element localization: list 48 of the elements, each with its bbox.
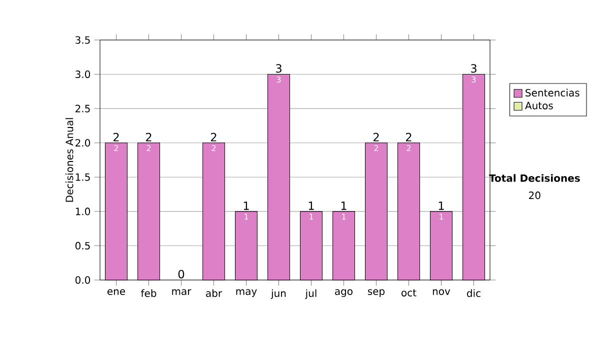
x-tick-label: mar [172, 289, 192, 296]
x-tick-label: jul [305, 289, 316, 299]
x-tick-label: feb [140, 289, 156, 298]
y-tick-label: 0.0 [75, 276, 90, 284]
total-label: 0 [178, 270, 184, 278]
data-label: 2 [212, 145, 216, 152]
y-axis-title: Decisiones Anual [65, 118, 74, 202]
total-label: 2 [406, 132, 412, 142]
x-tick-label: nov [432, 289, 450, 296]
y-tick-label: 0.5 [75, 242, 90, 250]
legend-label: Sentencias [526, 88, 580, 97]
y-tick-label: 3.0 [76, 70, 90, 78]
data-label: 2 [406, 145, 410, 152]
x-tick-label: ago [335, 289, 352, 297]
data-label: 1 [310, 214, 314, 220]
total-label: 3 [276, 64, 282, 73]
data-label: 2 [114, 145, 118, 152]
x-tick-label: may [236, 289, 257, 297]
legend-label: Autos [525, 102, 553, 110]
total-label: 2 [373, 132, 379, 142]
total-label: 2 [210, 132, 216, 142]
x-tick-label: sep [368, 289, 385, 297]
y-tick-label: 2.0 [76, 139, 90, 147]
text: 20 [529, 192, 540, 200]
y-tick-label: 1.0 [76, 208, 90, 216]
total-label: 1 [308, 202, 314, 210]
total-label: 1 [341, 202, 346, 210]
annotation: Total Decisiones [489, 174, 580, 182]
total-label: 2 [146, 132, 152, 142]
data-label: 2 [374, 145, 378, 152]
total-label: 3 [471, 64, 476, 73]
data-label: 3 [472, 76, 476, 83]
data-label: 1 [440, 214, 444, 220]
x-tick-label: ene [107, 289, 126, 296]
x-tick-label: oct [402, 289, 416, 296]
y-tick-label: 3.5 [76, 36, 90, 44]
data-label: 1 [244, 214, 248, 220]
total-label: 1 [438, 202, 444, 210]
data-label: 3 [276, 76, 281, 83]
x-tick-label: dic [466, 289, 480, 298]
total-label: 1 [244, 202, 249, 210]
x-tick-label: abr [206, 289, 222, 298]
total-label: 2 [113, 132, 119, 142]
data-label: 2 [146, 145, 150, 152]
x-tick-label: jun [270, 289, 286, 299]
data-label: 1 [342, 214, 346, 220]
y-tick-label: 2.5 [76, 104, 90, 112]
y-tick-label: 1.5 [76, 173, 90, 181]
